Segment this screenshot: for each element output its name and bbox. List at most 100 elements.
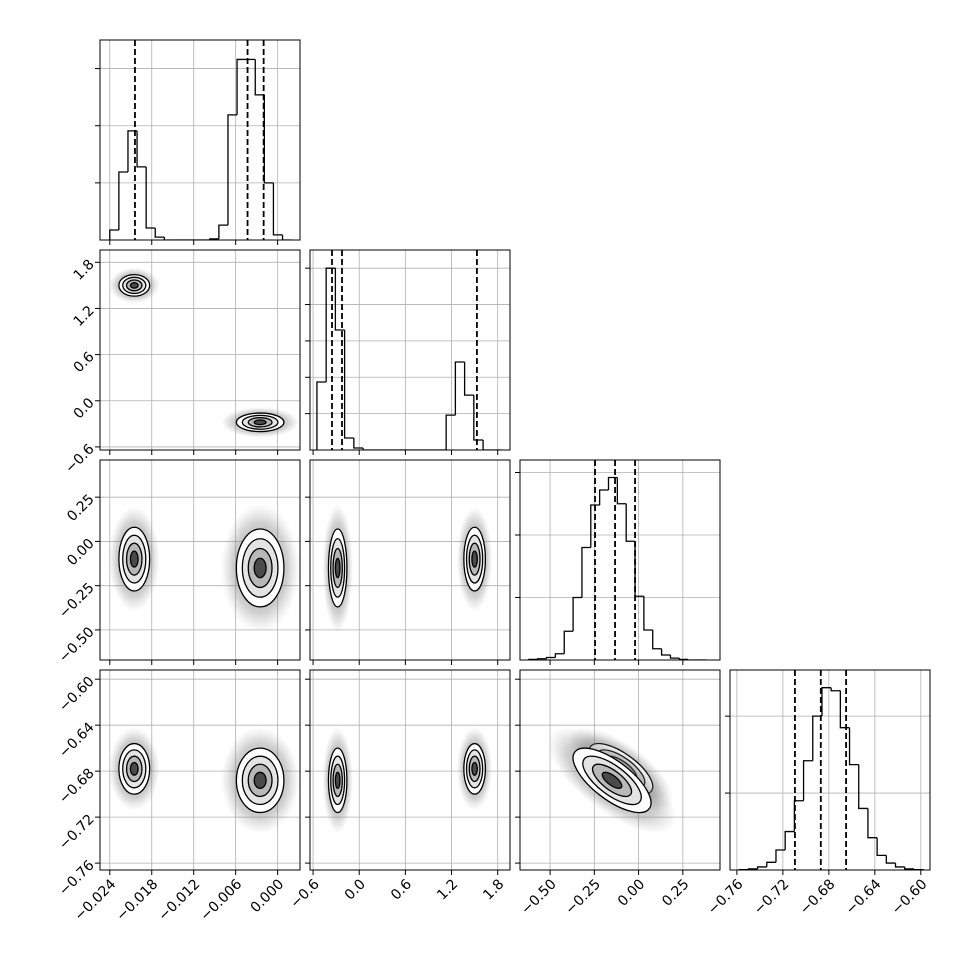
histogram-bin	[839, 690, 850, 729]
panel	[305, 459, 511, 665]
histogram-bin	[876, 837, 887, 857]
histogram-bin	[652, 630, 662, 650]
histogram-bin	[867, 808, 878, 839]
x-tick-label: −0.25	[562, 876, 604, 918]
panel-body	[310, 670, 510, 870]
histogram-bin	[145, 166, 156, 229]
histogram-bin	[545, 656, 556, 659]
y-tick-label: 1.8	[71, 257, 98, 284]
histogram-bin	[848, 727, 859, 766]
histogram-bin	[572, 596, 582, 632]
histogram-bin	[263, 94, 274, 184]
x-tick-label: 0.25	[659, 876, 692, 909]
panel-frame	[99, 459, 301, 661]
histogram-bin	[766, 861, 776, 867]
histogram-bin	[163, 237, 174, 240]
x-tick-label: −0.6	[287, 876, 322, 911]
panel-body	[100, 40, 300, 240]
histogram-bin	[669, 655, 680, 659]
histogram-bin	[473, 395, 484, 441]
histogram-bin	[109, 229, 119, 240]
histogram-bin	[463, 362, 474, 396]
panel-body	[730, 670, 930, 870]
histogram-bin	[904, 866, 914, 870]
histogram-bin	[598, 489, 609, 505]
y-tick-label: −0.64	[56, 719, 98, 761]
histogram-bin	[858, 764, 868, 810]
histogram-bin	[154, 228, 165, 238]
x-tick-label: −0.64	[843, 876, 885, 918]
x-tick-label: −0.006	[197, 876, 245, 924]
histogram-bin	[554, 653, 565, 658]
histogram-bin	[678, 658, 689, 660]
panel-frame	[309, 669, 511, 871]
x-tick-label: 0.0	[342, 876, 369, 903]
histogram-bin	[885, 855, 896, 864]
x-tick-label: −0.018	[113, 876, 161, 924]
panel: −0.50−0.25 0.00 0.25	[515, 669, 721, 918]
x-tick-label: −0.012	[155, 876, 203, 924]
y-tick-label: −0.60	[56, 674, 98, 716]
histogram-bin	[660, 648, 671, 656]
histogram-bin	[454, 361, 465, 416]
panel-body	[100, 460, 300, 660]
y-tick-label: −0.68	[56, 765, 98, 807]
panel-frame	[519, 669, 721, 871]
histogram-bin	[281, 234, 292, 240]
histogram-bin	[343, 330, 354, 439]
panel: −0.76 −0.72 −0.68 −0.64 −0.60	[705, 669, 931, 918]
histogram-bin	[581, 546, 591, 598]
histogram-bin	[272, 182, 283, 236]
density-contour	[334, 557, 341, 579]
y-tick-label: −0.72	[56, 811, 98, 853]
histogram-bin	[756, 866, 767, 869]
x-tick-label: −0.68	[797, 876, 839, 918]
y-tick-label: −0.6	[62, 441, 97, 476]
histogram-bin	[218, 224, 228, 239]
panel	[515, 459, 721, 665]
x-tick-label: 0.00	[615, 876, 648, 909]
density-contour	[253, 419, 267, 426]
histogram-bin	[802, 760, 813, 801]
histogram-bin	[227, 114, 238, 226]
panel-body	[100, 250, 300, 450]
density-contour	[129, 282, 139, 289]
histogram-bin	[812, 715, 822, 761]
histogram-bin	[118, 171, 128, 230]
histogram-bin	[362, 448, 373, 450]
y-tick-label: 0.0	[71, 395, 98, 422]
x-tick-label: −0.72	[751, 876, 793, 918]
y-tick-label: 0.25	[64, 492, 97, 525]
x-tick-label: −0.76	[705, 876, 747, 918]
x-tick-label: 1.2	[434, 876, 461, 903]
histogram-bin	[325, 267, 336, 382]
panel-body	[310, 460, 510, 660]
density-contour	[129, 550, 139, 568]
histogram-bin	[537, 658, 547, 660]
panel-frame	[99, 39, 301, 241]
histogram-bin	[643, 596, 653, 631]
panel-body	[100, 670, 300, 870]
x-tick-label: 0.000	[248, 876, 288, 916]
histogram-bin	[236, 58, 247, 115]
x-tick-label: 0.6	[388, 876, 415, 903]
panel	[305, 249, 511, 455]
panel-body	[310, 250, 510, 450]
y-tick-label: 0.6	[71, 349, 98, 376]
panel: −0.024−0.018−0.012−0.006 0.000−0.76−0.72−…	[56, 669, 301, 924]
histogram-bin	[482, 440, 493, 450]
histogram-bin	[590, 504, 600, 548]
histogram-bin	[334, 268, 345, 331]
histogram-bin	[136, 130, 147, 168]
histogram-bin	[563, 630, 574, 654]
panel-frame	[99, 249, 301, 451]
histogram-bin	[254, 59, 265, 96]
panel-frame	[99, 669, 301, 871]
panel-frame	[309, 459, 511, 661]
density-contour	[253, 771, 267, 790]
y-tick-label: −0.50	[56, 624, 98, 666]
density-contour	[334, 771, 341, 790]
panel-body	[520, 460, 720, 660]
histogram-bin	[607, 476, 618, 490]
